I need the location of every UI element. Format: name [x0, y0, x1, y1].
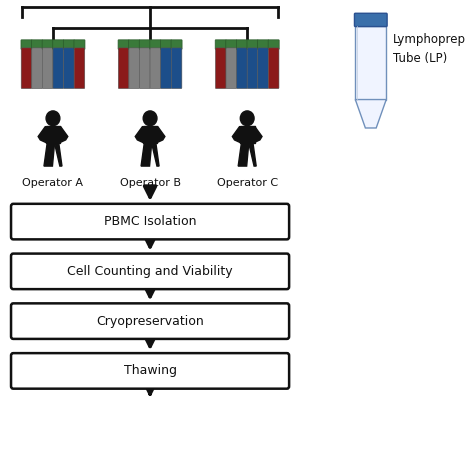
Polygon shape [253, 126, 262, 143]
FancyBboxPatch shape [237, 48, 247, 89]
FancyBboxPatch shape [171, 40, 182, 49]
FancyBboxPatch shape [139, 40, 150, 49]
FancyBboxPatch shape [247, 48, 258, 89]
Polygon shape [152, 143, 159, 166]
Polygon shape [356, 100, 386, 128]
Circle shape [240, 111, 254, 126]
FancyBboxPatch shape [74, 48, 85, 89]
FancyBboxPatch shape [150, 48, 161, 89]
FancyBboxPatch shape [11, 303, 289, 339]
FancyBboxPatch shape [268, 48, 279, 89]
FancyBboxPatch shape [11, 254, 289, 289]
FancyBboxPatch shape [32, 40, 43, 49]
Polygon shape [44, 143, 55, 166]
FancyBboxPatch shape [11, 204, 289, 239]
Polygon shape [135, 126, 145, 143]
FancyBboxPatch shape [215, 48, 226, 89]
Text: Lymphoprep: Lymphoprep [393, 33, 466, 46]
Text: Cell Counting and Viability: Cell Counting and Viability [67, 265, 233, 278]
FancyBboxPatch shape [21, 48, 32, 89]
FancyBboxPatch shape [150, 40, 161, 49]
FancyBboxPatch shape [356, 26, 386, 100]
Text: Thawing: Thawing [124, 365, 177, 377]
Polygon shape [38, 126, 48, 143]
Circle shape [46, 111, 60, 126]
Text: Operator A: Operator A [22, 178, 83, 188]
FancyBboxPatch shape [53, 40, 64, 49]
FancyBboxPatch shape [226, 40, 237, 49]
Polygon shape [232, 126, 242, 143]
FancyBboxPatch shape [355, 13, 387, 27]
FancyBboxPatch shape [226, 48, 237, 89]
FancyBboxPatch shape [257, 40, 269, 49]
FancyBboxPatch shape [161, 40, 172, 49]
FancyBboxPatch shape [118, 40, 129, 49]
FancyBboxPatch shape [64, 40, 74, 49]
Circle shape [143, 111, 157, 126]
FancyBboxPatch shape [42, 40, 53, 49]
FancyBboxPatch shape [21, 40, 32, 49]
Polygon shape [58, 126, 68, 143]
FancyBboxPatch shape [32, 48, 42, 89]
Text: Tube (LP): Tube (LP) [393, 52, 447, 65]
FancyBboxPatch shape [118, 48, 129, 89]
Polygon shape [249, 143, 256, 166]
Polygon shape [238, 143, 249, 166]
FancyBboxPatch shape [237, 40, 247, 49]
FancyBboxPatch shape [268, 40, 279, 49]
FancyBboxPatch shape [161, 48, 171, 89]
FancyBboxPatch shape [171, 48, 182, 89]
FancyBboxPatch shape [74, 40, 85, 49]
FancyBboxPatch shape [53, 48, 64, 89]
Polygon shape [46, 126, 60, 143]
Polygon shape [55, 143, 62, 166]
Text: PBMC Isolation: PBMC Isolation [104, 215, 196, 228]
Text: Cryopreservation: Cryopreservation [96, 315, 204, 328]
Polygon shape [143, 126, 157, 143]
FancyBboxPatch shape [129, 48, 139, 89]
FancyBboxPatch shape [258, 48, 268, 89]
FancyBboxPatch shape [215, 40, 226, 49]
FancyBboxPatch shape [42, 48, 53, 89]
FancyBboxPatch shape [64, 48, 74, 89]
Text: Operator B: Operator B [119, 178, 181, 188]
FancyBboxPatch shape [139, 48, 150, 89]
Polygon shape [155, 126, 165, 143]
Polygon shape [240, 126, 255, 143]
Polygon shape [141, 143, 152, 166]
FancyBboxPatch shape [128, 40, 140, 49]
Text: Operator C: Operator C [217, 178, 278, 188]
FancyBboxPatch shape [11, 353, 289, 389]
FancyBboxPatch shape [247, 40, 258, 49]
